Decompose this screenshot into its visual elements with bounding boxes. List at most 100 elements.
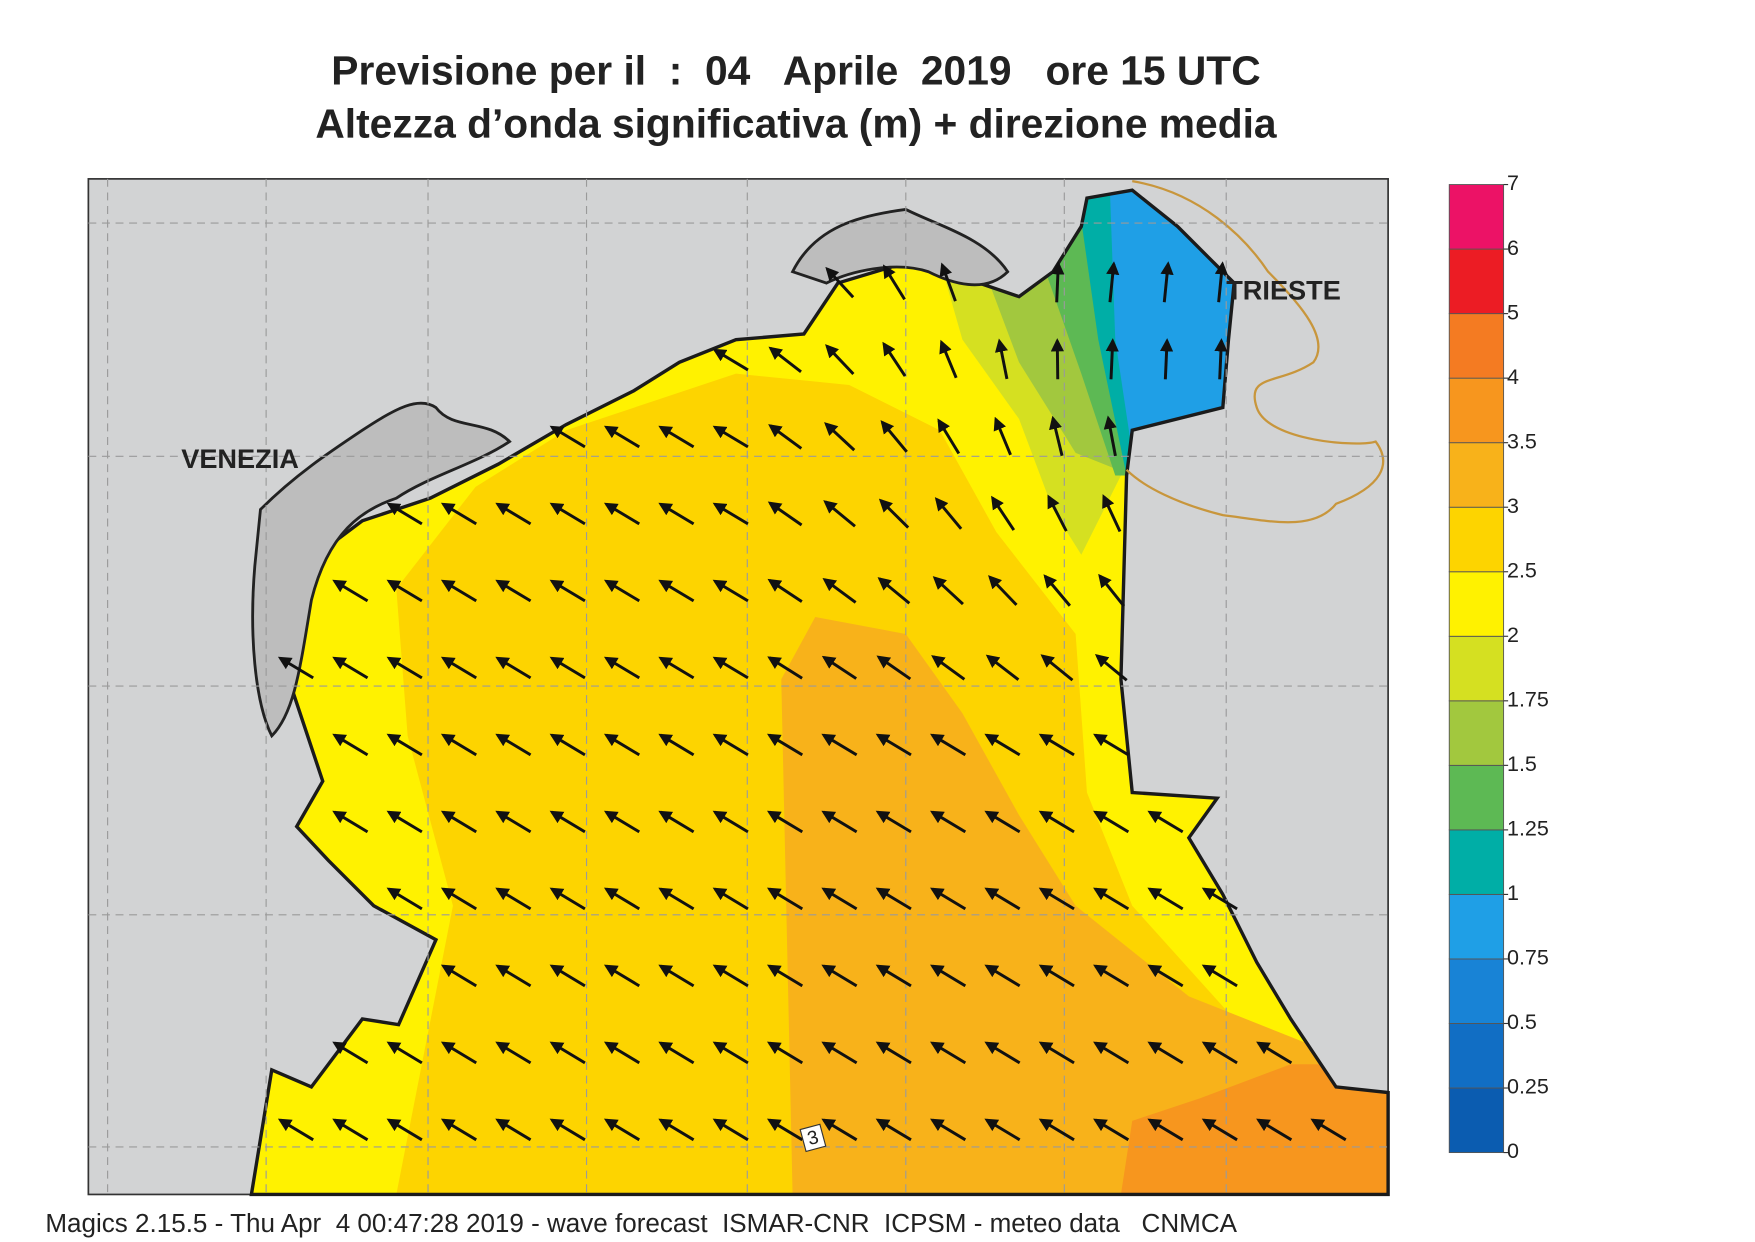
direction-arrow (658, 810, 695, 834)
direction-arrow (875, 810, 912, 834)
direction-arrow (767, 964, 804, 988)
colorbar-band (1448, 958, 1505, 1024)
direction-arrow (1201, 964, 1238, 988)
direction-arrow (930, 887, 967, 911)
direction-arrow (1103, 415, 1117, 457)
direction-arrow (1038, 1041, 1075, 1065)
direction-arrow (495, 964, 532, 988)
direction-arrow (549, 1118, 586, 1142)
lagoon-land (251, 401, 512, 739)
direction-arrow (440, 656, 477, 680)
direction-arrow (549, 1041, 586, 1065)
direction-arrow (1310, 1118, 1347, 1142)
colorbar-tick-label: 3 (1507, 494, 1519, 518)
direction-arrow (440, 810, 477, 834)
direction-arrow (1201, 887, 1238, 911)
colorbar-tick-label: 0 (1507, 1139, 1519, 1163)
colorbar-tick-label: 3.5 (1507, 429, 1537, 453)
direction-arrow (1038, 964, 1075, 988)
title-line: Altezza d’onda significativa (m) + direz… (315, 101, 1277, 147)
direction-arrow (658, 656, 695, 680)
direction-arrow (332, 1041, 369, 1065)
direction-arrow (712, 1118, 749, 1142)
direction-arrow (332, 810, 369, 834)
colorbar-tick-label: 1.25 (1507, 817, 1549, 841)
direction-arrow (712, 964, 749, 988)
border-line (1125, 180, 1385, 524)
direction-arrow (1256, 1041, 1293, 1065)
direction-arrow (930, 1041, 967, 1065)
direction-arrow (1093, 1118, 1130, 1142)
direction-arrow (603, 964, 641, 988)
colorbar-band (1448, 184, 1505, 250)
direction-arrow (934, 497, 963, 530)
direction-arrow (1201, 1041, 1238, 1065)
direction-arrow (495, 502, 532, 526)
direction-arrow (658, 887, 695, 911)
colorbar-tick-label: 2 (1507, 623, 1519, 647)
direction-arrow (1040, 654, 1074, 682)
direction-arrow (984, 1118, 1021, 1142)
colorbar-tick-label: 4 (1507, 365, 1519, 389)
direction-arrow (386, 810, 423, 834)
direction-arrow (880, 420, 908, 453)
direction-arrow (875, 1118, 912, 1142)
direction-arrow (495, 1041, 532, 1065)
direction-arrow (603, 733, 641, 757)
direction-arrow (767, 656, 803, 680)
direction-arrow (823, 500, 856, 528)
direction-arrow (821, 810, 858, 834)
colorbar-band (1448, 442, 1505, 508)
direction-arrow (386, 887, 423, 911)
direction-arrow (712, 810, 749, 834)
colorbar-band (1448, 829, 1505, 895)
direction-arrow (658, 1118, 695, 1142)
direction-arrow (440, 1118, 477, 1142)
direction-arrow (712, 733, 749, 757)
wave-band (1120, 1064, 1389, 1195)
place-label: TRIESTE (1226, 274, 1341, 305)
direction-arrow (1047, 494, 1068, 532)
direction-arrow (712, 348, 749, 372)
direction-arrow (1038, 733, 1075, 757)
direction-arrow (875, 1041, 912, 1065)
direction-arrow (386, 1041, 423, 1065)
direction-arrow (768, 424, 803, 450)
direction-arrow (937, 418, 961, 455)
contour-label: 3 (805, 1127, 821, 1150)
direction-arrow (712, 579, 749, 603)
direction-arrow (332, 733, 369, 757)
direction-arrow (658, 502, 695, 526)
direction-arrow (876, 655, 912, 681)
direction-arrow (767, 887, 804, 911)
direction-arrow (984, 733, 1021, 757)
colorbar-band (1448, 1023, 1505, 1089)
direction-arrow (877, 577, 911, 605)
direction-arrow (1147, 964, 1184, 988)
colorbar-band (1448, 377, 1505, 444)
place-label: VENEZIA (181, 443, 299, 474)
direction-arrow (821, 655, 858, 680)
colorbar-tick-label: 2.5 (1507, 558, 1537, 582)
graticule (88, 178, 1389, 1195)
direction-arrow (821, 733, 858, 757)
direction-arrow (603, 810, 641, 834)
direction-arrow (1093, 1041, 1130, 1065)
direction-arrow (549, 887, 586, 911)
title-line: Previsione per il : 04 Aprile 2019 ore 1… (331, 47, 1260, 93)
colorbar-band (1448, 506, 1505, 573)
contour-label-bg (799, 1123, 827, 1153)
direction-arrow (1147, 810, 1184, 834)
colorbar-tick-label: 5 (1507, 300, 1519, 324)
direction-arrow (277, 656, 314, 680)
direction-arrow (549, 656, 586, 680)
direction-arrow (332, 1118, 369, 1142)
direction-arrow (332, 579, 369, 603)
direction-arrow (440, 502, 477, 526)
direction-arrow (712, 656, 749, 680)
colorbar-tick-label: 7 (1507, 171, 1519, 195)
direction-arrow (930, 964, 967, 988)
direction-arrow (549, 425, 586, 449)
